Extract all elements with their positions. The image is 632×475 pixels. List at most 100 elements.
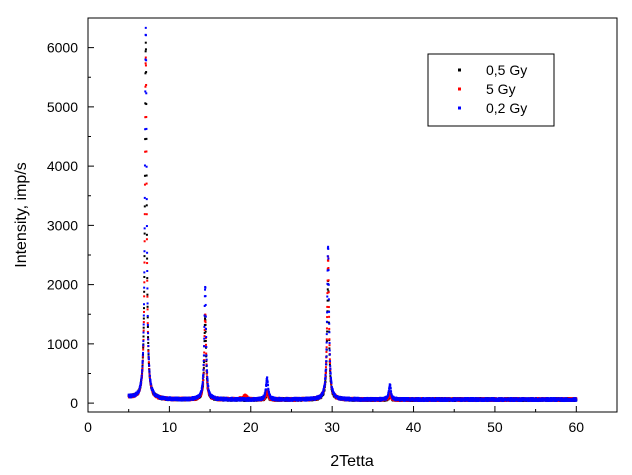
data-point	[147, 353, 150, 356]
data-point	[143, 205, 146, 208]
data-point	[203, 328, 206, 331]
data-point	[143, 213, 146, 216]
data-point	[145, 182, 148, 185]
data-point	[142, 326, 145, 329]
data-point	[145, 71, 148, 74]
data-point	[146, 308, 149, 311]
data-point	[146, 305, 149, 308]
data-point	[146, 325, 149, 328]
data-point	[327, 266, 330, 269]
data-point	[205, 343, 208, 346]
data-point	[204, 321, 207, 324]
data-point	[388, 391, 391, 394]
data-point	[146, 295, 149, 298]
data-point	[142, 355, 145, 358]
data-point	[143, 261, 146, 264]
data-point	[143, 255, 146, 258]
data-point	[202, 372, 205, 375]
data-point	[324, 366, 327, 369]
data-point	[144, 50, 147, 53]
data-point	[327, 321, 330, 324]
data-point	[146, 279, 149, 282]
data-point	[202, 367, 205, 370]
data-point	[325, 361, 328, 364]
data-point	[146, 277, 149, 280]
data-point	[144, 41, 147, 44]
data-point	[145, 213, 148, 216]
data-point	[142, 335, 145, 338]
data-point	[145, 103, 148, 106]
data-point	[203, 340, 206, 343]
data-point	[143, 281, 146, 284]
data-point	[329, 375, 332, 378]
data-point	[205, 363, 208, 366]
data-point	[327, 306, 330, 309]
data-point	[327, 291, 330, 294]
data-point	[203, 351, 206, 354]
data-point	[328, 363, 331, 366]
data-point	[143, 290, 146, 293]
data-point	[147, 341, 150, 344]
data-point	[145, 174, 148, 177]
data-point	[204, 317, 207, 320]
data-point	[328, 344, 331, 347]
data-point	[325, 327, 328, 330]
data-point	[203, 331, 206, 334]
data-point	[144, 85, 147, 88]
data-point	[329, 368, 332, 371]
data-point	[206, 381, 209, 384]
data-point	[142, 321, 145, 324]
data-point	[205, 372, 208, 375]
data-point	[141, 372, 144, 375]
data-point	[142, 329, 145, 332]
data-point	[206, 387, 209, 390]
data-point	[143, 232, 146, 235]
data-point	[144, 72, 147, 75]
data-point	[324, 372, 327, 375]
data-point	[203, 335, 206, 338]
plot-area	[127, 26, 578, 403]
data-point	[145, 233, 148, 236]
data-point	[326, 288, 329, 291]
data-point	[147, 336, 150, 339]
data-point	[327, 279, 330, 282]
data-point	[143, 295, 146, 298]
data-point	[147, 361, 150, 364]
data-point	[143, 183, 146, 186]
data-point	[267, 394, 270, 397]
data-point	[142, 346, 145, 349]
data-point	[265, 394, 268, 397]
data-point	[142, 338, 145, 341]
data-point	[144, 64, 147, 67]
data-point	[141, 366, 144, 369]
data-point	[146, 322, 149, 325]
data-point	[147, 362, 150, 365]
data-point	[205, 360, 208, 363]
data-point	[328, 338, 331, 341]
data-point	[141, 364, 144, 367]
data-point	[327, 299, 330, 302]
data-point	[143, 275, 146, 278]
data-point	[387, 395, 390, 398]
data-point	[143, 240, 146, 243]
data-point	[329, 361, 332, 364]
data-point	[326, 330, 329, 333]
data-point	[145, 150, 148, 153]
data-point	[146, 316, 149, 319]
data-point	[325, 339, 328, 342]
data-point	[326, 292, 329, 295]
data-point	[267, 392, 270, 395]
data-point	[144, 150, 147, 153]
data-point	[326, 310, 329, 313]
data-point	[145, 238, 148, 241]
data-point	[326, 305, 329, 308]
data-point	[204, 330, 207, 333]
data-point	[145, 137, 148, 140]
data-point	[325, 350, 328, 353]
data-point	[146, 262, 149, 265]
data-point	[327, 259, 330, 262]
data-point	[328, 315, 331, 318]
data-point	[324, 375, 327, 378]
data-point	[144, 48, 147, 51]
